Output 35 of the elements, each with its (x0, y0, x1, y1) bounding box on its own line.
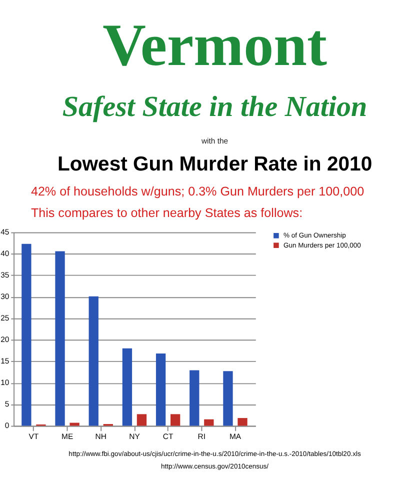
bar (170, 414, 180, 426)
x-tick-label: RI (198, 432, 206, 441)
x-tick-label: ME (62, 432, 74, 441)
y-tick-label: 25 (0, 314, 10, 323)
y-tick-label: 10 (0, 378, 10, 388)
y-tick-label: 35 (0, 270, 10, 280)
y-tick-label: 45 (0, 228, 10, 237)
bar (238, 418, 248, 426)
text: Lowest Gun Murder Rate in 2010 (57, 153, 372, 176)
chart-title: Vermont (102, 12, 327, 78)
bar (223, 371, 233, 426)
y-tick-label: 15 (0, 356, 10, 366)
bar (55, 251, 65, 426)
x-tick-label: NH (95, 432, 106, 441)
bar (70, 422, 80, 426)
y-tick-label: 0 (4, 421, 10, 430)
y-tick-label: 20 (0, 335, 10, 344)
bar (190, 370, 200, 426)
x-tick-label: CT (162, 432, 174, 441)
y-tick-label: 5 (4, 400, 10, 409)
text: This compares to other nearby States as follows: (30, 206, 303, 220)
x-tick-label: NY (129, 432, 140, 441)
bar (122, 348, 132, 426)
bar (156, 354, 166, 426)
y-tick-label: 30 (0, 292, 10, 302)
bar (204, 419, 214, 426)
y-tick-label: 40 (0, 249, 10, 258)
text: with the (200, 136, 228, 146)
chart-subtitle: Safest State in the Nation (62, 91, 368, 124)
text: 42% of households w/guns; 0.3% Gun Murders per 100,000 (30, 184, 364, 199)
bar (136, 414, 147, 426)
bar (88, 296, 98, 426)
bar (22, 244, 32, 426)
x-tick-label: VT (28, 432, 39, 441)
x-tick-label: MA (229, 432, 242, 441)
